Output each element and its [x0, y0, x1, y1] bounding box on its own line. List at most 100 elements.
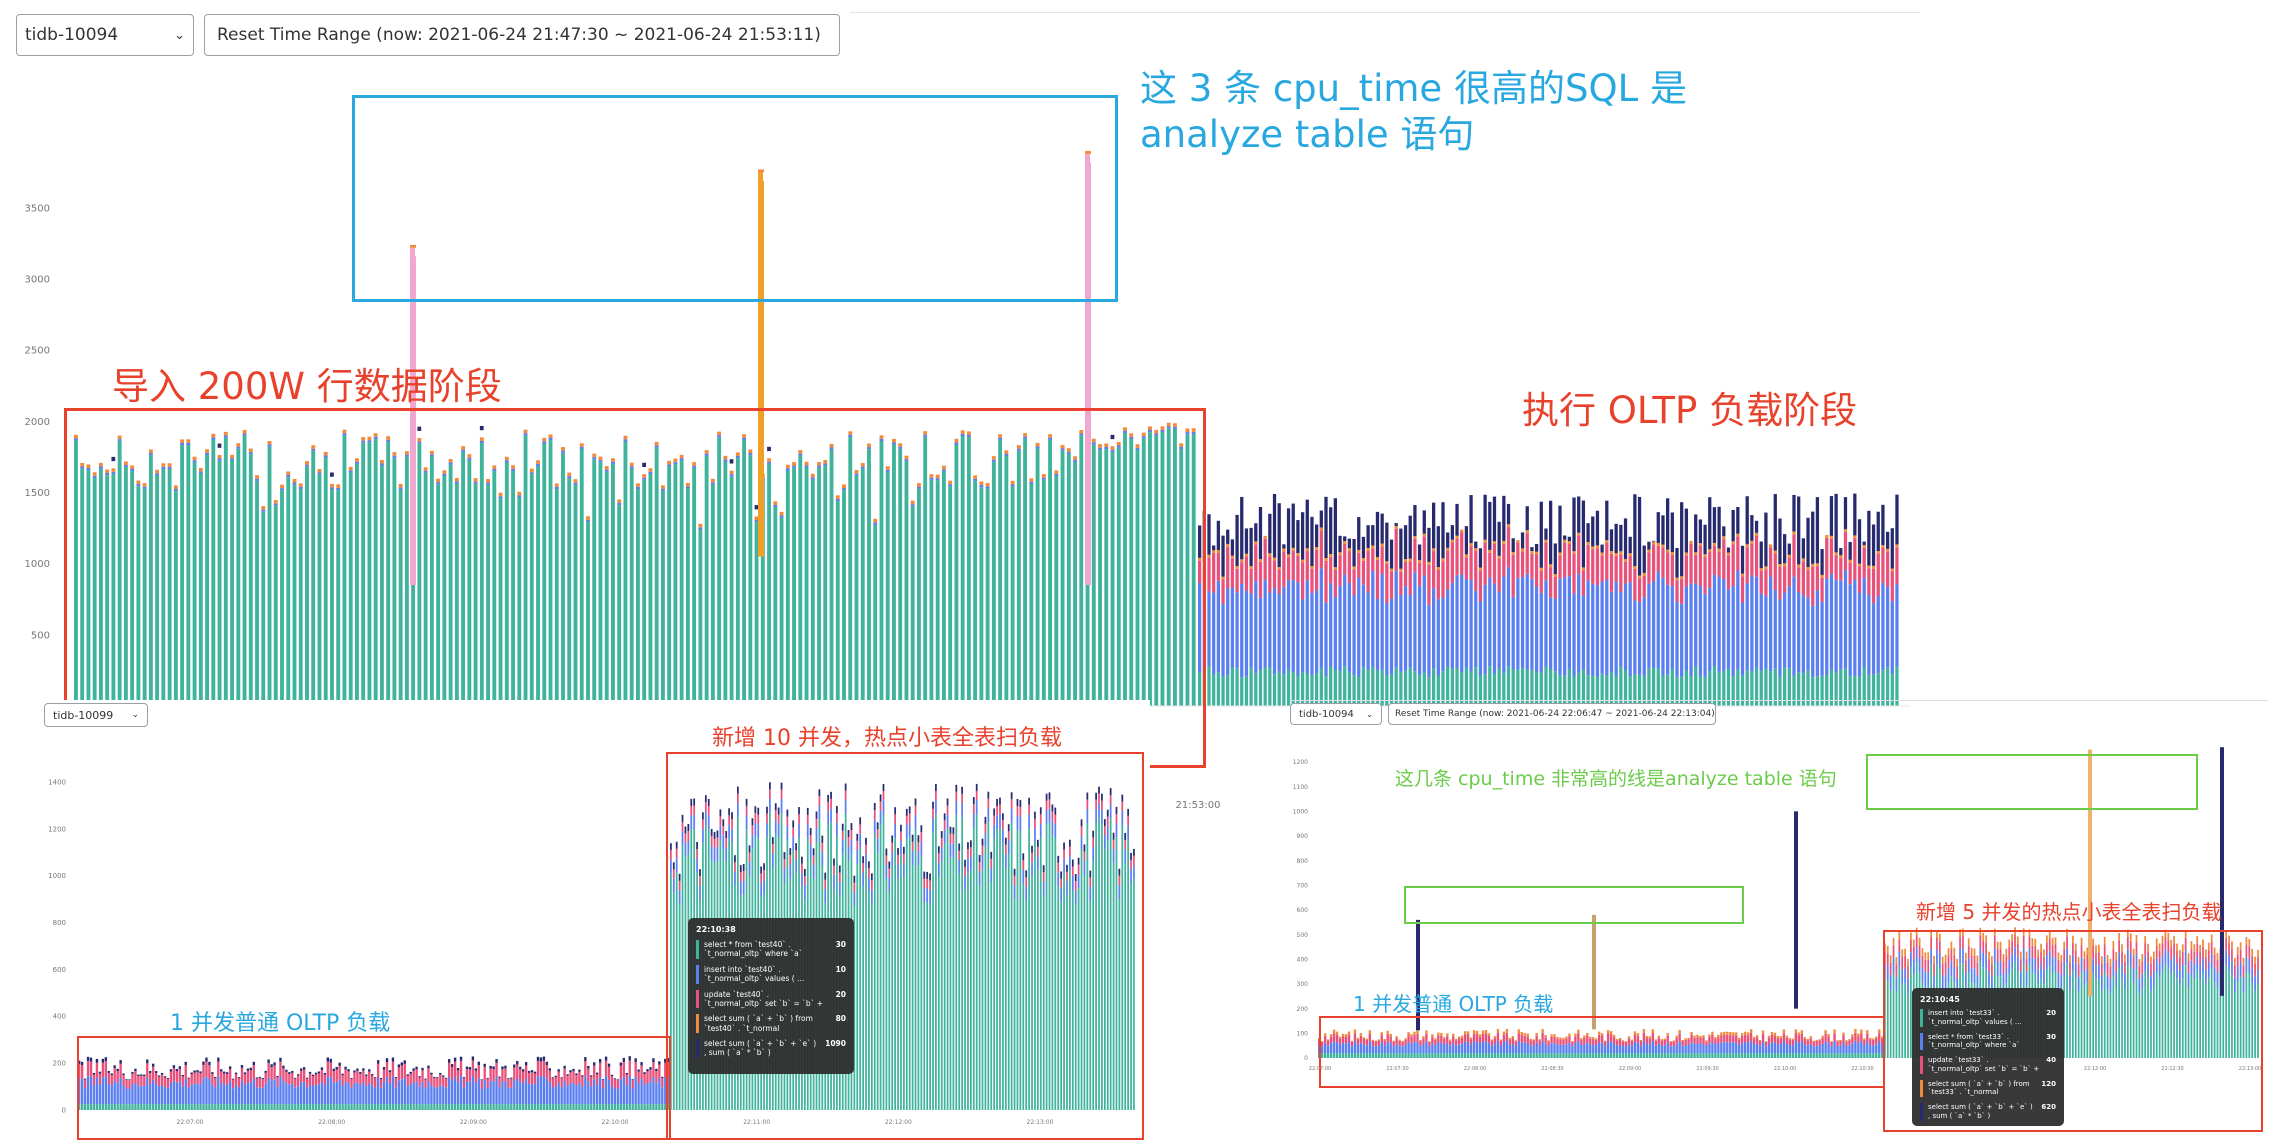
bar-segment [1687, 1053, 1690, 1058]
bar-segment [237, 1104, 241, 1110]
bar-segment [999, 804, 1001, 814]
bar-segment [1996, 941, 1999, 950]
bar-segment [1478, 675, 1483, 706]
bar-segment [1912, 959, 1915, 975]
bar-segment [1098, 803, 1100, 818]
bar-segment [217, 443, 222, 448]
bar-segment [1148, 430, 1152, 433]
bar-segment [1881, 545, 1885, 548]
bar-segment [670, 873, 672, 1110]
bar-segment [991, 459, 996, 462]
bar-segment [1565, 1053, 1568, 1058]
bar-segment [1843, 497, 1848, 530]
bar-segment [98, 1073, 102, 1085]
bar-segment [172, 1104, 176, 1110]
bar-segment [415, 1081, 418, 1105]
bar-segment [1705, 1053, 1708, 1058]
bl-instance-select[interactable]: tidb-10099 ⌄ [44, 703, 148, 727]
bar-segment [1440, 1042, 1443, 1054]
bar-segment [1254, 673, 1258, 706]
bar-segment [1670, 552, 1674, 555]
bar-segment [308, 1104, 312, 1110]
bar-segment [1525, 669, 1529, 706]
bar-segment [412, 1082, 415, 1105]
bar-segment [1497, 521, 1501, 556]
bar-segment [848, 434, 853, 438]
bar-segment [1583, 1043, 1586, 1054]
bar-segment [483, 1063, 486, 1067]
bar-segment [2126, 936, 2129, 950]
bar-segment [163, 1104, 167, 1110]
bar-segment [1967, 958, 1970, 973]
bar-segment [314, 1104, 318, 1110]
bar-segment [1740, 602, 1745, 676]
bar-segment [190, 1074, 193, 1085]
bar-segment [1425, 1053, 1428, 1058]
bar-segment [563, 1081, 566, 1105]
bar-segment [169, 1104, 173, 1110]
instance-select[interactable]: tidb-10094 ⌄ [16, 14, 194, 56]
bar-segment [1319, 510, 1323, 528]
bar-segment [1526, 1036, 1529, 1043]
bar-segment [590, 1075, 593, 1077]
bar-segment [442, 470, 447, 474]
bar-segment [513, 1067, 516, 1081]
bar-segment [692, 465, 697, 468]
bar-segment [172, 1065, 176, 1069]
bar-segment [510, 1104, 513, 1110]
bar-segment [1057, 872, 1060, 887]
bar-segment [841, 840, 844, 855]
br-instance-select[interactable]: tidb-10094 ⌄ [1290, 703, 1382, 725]
bar-segment [246, 1070, 250, 1083]
bar-segment [1797, 1042, 1800, 1054]
bar-segment [1690, 1031, 1693, 1035]
bar-segment [1797, 592, 1801, 673]
bar-segment [1708, 1043, 1711, 1054]
bar-segment [184, 1061, 187, 1066]
bar-segment [575, 1085, 578, 1105]
bar-segment [1254, 541, 1258, 545]
bar-segment [783, 868, 786, 883]
bar-segment [1711, 1034, 1714, 1043]
bar-segment [160, 1085, 164, 1105]
bar-segment [217, 458, 222, 461]
bar-segment [973, 481, 978, 706]
bar-segment [1221, 579, 1225, 604]
bar-segment [214, 1087, 217, 1105]
bar-segment [1845, 1041, 1848, 1046]
bar-segment [598, 1104, 602, 1110]
bar-segment [1791, 1045, 1795, 1054]
bar-segment [2126, 964, 2129, 1058]
y-tick-label: 1500 [25, 488, 50, 499]
bar-segment [362, 1104, 365, 1110]
bar-segment [631, 1104, 634, 1110]
bar-segment [1806, 1045, 1809, 1054]
bar-segment [246, 1104, 250, 1110]
tooltip-row: update `test40` . `t_normal_oltp` set `b… [696, 989, 846, 1009]
bar-segment [1413, 539, 1417, 573]
bar-segment [2144, 955, 2147, 971]
bar-segment [1654, 1045, 1658, 1054]
bar-segment [722, 826, 725, 836]
bar-segment [2248, 946, 2251, 959]
bar-segment [1413, 1034, 1416, 1043]
bar-segment [996, 815, 998, 830]
bar-segment [1848, 676, 1852, 706]
bar-segment [1329, 1053, 1333, 1058]
bar-segment [575, 1104, 578, 1110]
bar-segment [1110, 451, 1115, 706]
bar-segment [1347, 538, 1352, 549]
bar-segment [969, 870, 972, 1110]
bar-segment [616, 1079, 620, 1081]
bar-segment [1466, 1053, 1470, 1058]
bar-segment [1717, 671, 1721, 706]
bar-segment [542, 1104, 546, 1110]
reset-time-range-button[interactable]: Reset Time Range (now: 2021-06-24 21:47:… [204, 14, 840, 56]
bar-segment [429, 456, 434, 706]
br-reset-time-range-button[interactable]: Reset Time Range (now: 2021-06-24 22:06:… [1388, 703, 1716, 725]
bar-segment [1385, 522, 1389, 562]
bar-segment [519, 1069, 522, 1082]
bar-segment [1244, 553, 1249, 557]
bar-segment [421, 1067, 424, 1071]
y-tick-label: 1000 [1293, 808, 1308, 815]
